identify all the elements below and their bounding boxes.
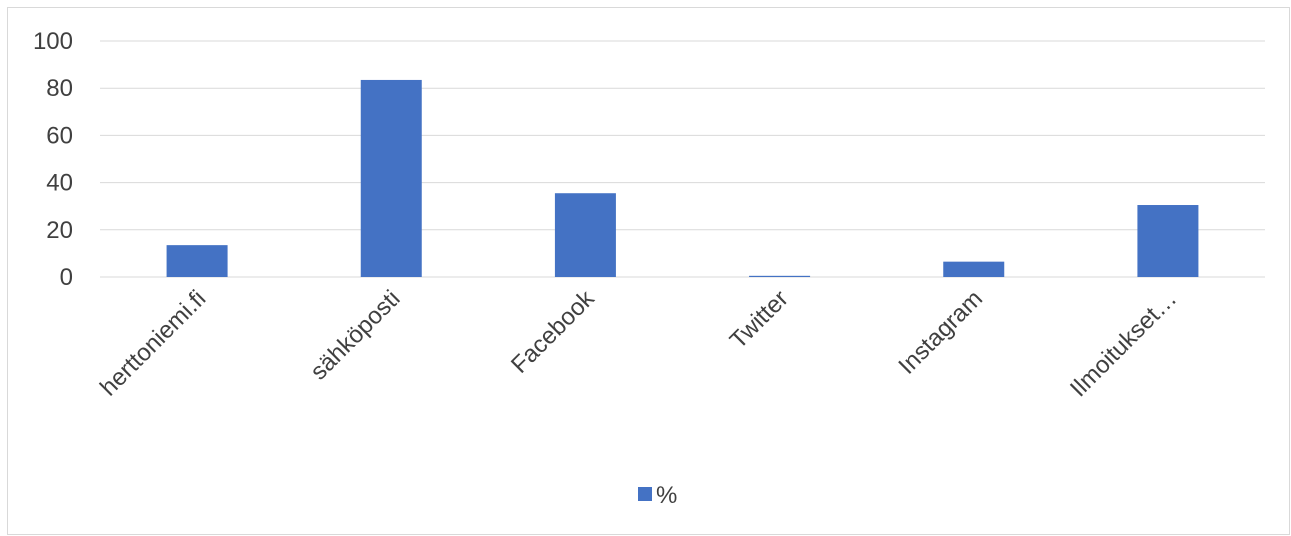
x-category-label: Twitter [725, 285, 794, 354]
bar-5 [1137, 205, 1199, 277]
x-category-label: herttoniemi.fi [95, 285, 211, 401]
legend: % [638, 482, 677, 509]
bar-0 [166, 245, 228, 277]
bar-1 [360, 79, 422, 277]
y-tick-label: 100 [33, 28, 73, 55]
x-category-label: sähköposti [305, 285, 405, 385]
x-category-label: Facebook [506, 284, 600, 378]
y-tick-label: 40 [46, 170, 73, 197]
x-category-label: Ilmoitukset… [1065, 285, 1182, 402]
bar-2 [554, 193, 616, 277]
bars [166, 79, 1199, 277]
y-tick-label: 60 [46, 122, 73, 149]
x-category-label: Instagram [893, 285, 988, 380]
bar-3 [749, 275, 811, 277]
y-tick-label: 20 [46, 217, 73, 244]
legend-label: % [656, 482, 677, 509]
y-tick-label: 0 [60, 264, 73, 291]
y-axis-tick-labels: 0 20 40 60 80 100 [33, 28, 73, 291]
grid-lines [100, 40, 1265, 278]
y-tick-label: 80 [46, 75, 73, 102]
x-axis-category-labels: herttoniemi.fi sähköposti Facebook Twitter I… [95, 284, 1182, 402]
bar-4 [943, 261, 1005, 277]
legend-swatch [638, 487, 652, 501]
